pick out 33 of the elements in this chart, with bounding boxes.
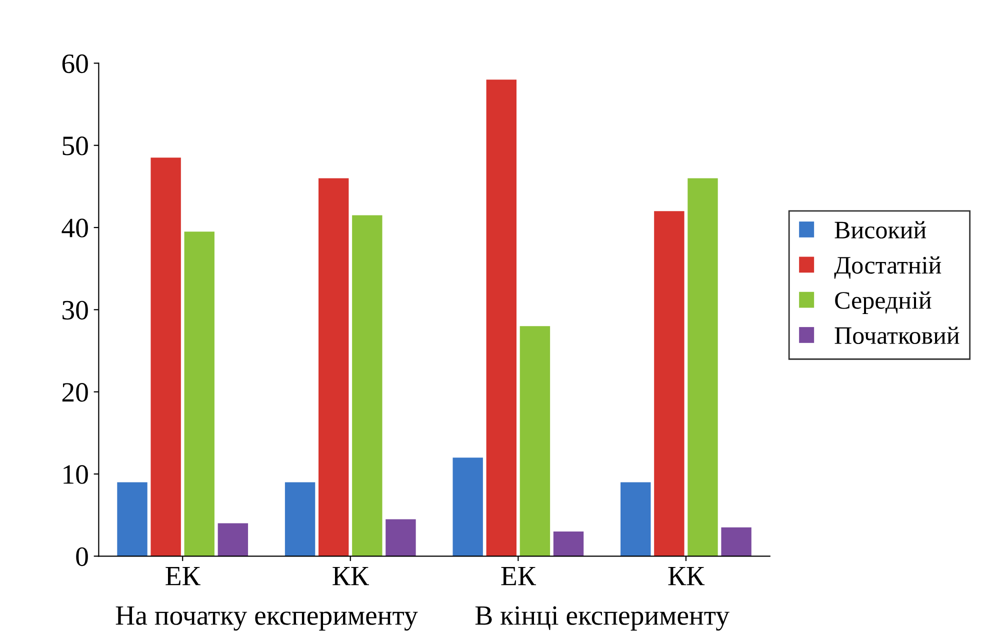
y-tick-label: 60	[62, 54, 88, 74]
bar	[620, 482, 651, 556]
y-tick-label: 20	[62, 383, 88, 402]
legend-label: Високий	[834, 221, 926, 239]
bar	[721, 527, 752, 556]
text: На початку експерименту	[116, 606, 418, 631]
x-tick-label: ЕК	[501, 566, 536, 586]
bar	[184, 232, 214, 556]
bar	[352, 215, 382, 556]
bar	[386, 519, 416, 556]
y-tick-label: 10	[64, 465, 88, 484]
y-tick-label: 30	[62, 300, 88, 320]
bar	[117, 482, 148, 556]
text: В кінці експерименту	[475, 606, 730, 631]
bar	[688, 178, 718, 556]
bar	[486, 80, 516, 556]
legend-label: Достатній	[834, 256, 942, 279]
y-tick-label: 40	[62, 218, 88, 238]
legend-label: Середній	[835, 292, 932, 314]
bar	[284, 482, 316, 556]
bar	[553, 532, 584, 556]
bar	[318, 178, 349, 556]
x-tick-label: КК	[332, 566, 370, 586]
y-tick-label: 0	[76, 547, 88, 566]
bar	[150, 158, 181, 556]
bar	[218, 523, 248, 556]
legend-label: Початковий	[834, 326, 960, 344]
x-tick-label: ЕК	[166, 566, 200, 586]
bar	[654, 211, 684, 556]
x-tick-label: КК	[668, 566, 705, 586]
y-tick-label: 50	[62, 136, 88, 156]
bar	[520, 326, 550, 556]
bar	[452, 458, 483, 556]
